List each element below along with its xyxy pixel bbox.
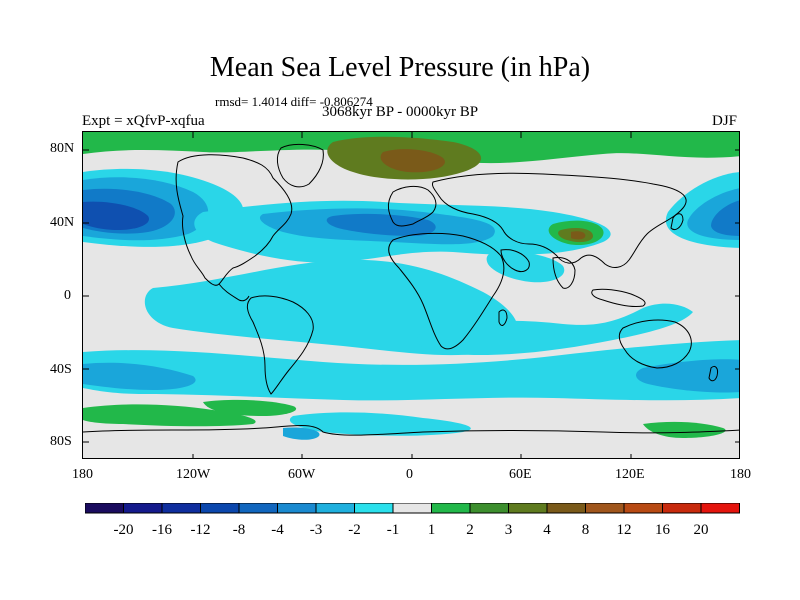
lon-label-120w: 120W bbox=[176, 467, 211, 482]
colorbar-label-14: 16 bbox=[655, 522, 671, 538]
colorbar-label-10: 3 bbox=[505, 522, 513, 538]
colorbar-swatch-8 bbox=[392, 502, 432, 514]
contour-cyan-indian bbox=[417, 303, 693, 356]
lat-label-40n: 40N bbox=[50, 215, 75, 230]
colorbar-label-13: 12 bbox=[617, 522, 632, 538]
coastline-indonesia bbox=[591, 288, 646, 307]
colorbar-swatch-3 bbox=[200, 502, 240, 514]
pressure-map bbox=[82, 131, 740, 459]
contour-midblue-epac bbox=[711, 200, 739, 236]
colorbar-swatch-1 bbox=[123, 502, 163, 514]
contour-cyan-tropics bbox=[144, 259, 518, 356]
coastline-africa bbox=[388, 232, 505, 350]
coastline-arabia bbox=[500, 249, 530, 273]
lon-label-120e: 120E bbox=[615, 467, 645, 482]
colorbar-label-9: 2 bbox=[466, 522, 474, 538]
lon-label-60w: 60W bbox=[288, 467, 316, 482]
contour-lightblue-southern bbox=[83, 362, 196, 390]
lat-label-0: 0 bbox=[64, 288, 71, 303]
lon-label-180w: 180 bbox=[72, 467, 93, 482]
colorbar-swatch-7 bbox=[354, 502, 394, 514]
contour-brown-asia bbox=[571, 231, 586, 240]
map-ticks bbox=[83, 132, 739, 458]
colorbar-label-4: -4 bbox=[271, 522, 284, 538]
coastline-india bbox=[552, 257, 576, 289]
coastline-south-america bbox=[246, 295, 314, 395]
contour-darkblue-npac bbox=[83, 201, 149, 230]
coastline-japan bbox=[670, 213, 684, 231]
colorbar-label-8: 1 bbox=[428, 522, 436, 538]
colorbar-swatch-2 bbox=[161, 502, 201, 514]
coastline-madagascar bbox=[498, 309, 508, 326]
pressure-contours bbox=[83, 132, 739, 440]
lon-label-0: 0 bbox=[406, 467, 413, 482]
coastline-north-america bbox=[175, 154, 293, 286]
lat-label-80n: 80N bbox=[50, 141, 75, 156]
lon-label-180e: 180 bbox=[730, 467, 751, 482]
colorbar-label-6: -2 bbox=[348, 522, 361, 538]
lat-label-40s: 40S bbox=[50, 362, 72, 377]
coastline-australia bbox=[618, 319, 692, 369]
colorbar: -20 -16 -12 -8 -4 -3 -2 -1 1 2 3 4 8 12 16 20 bbox=[84, 502, 745, 548]
colorbar-label-11: 4 bbox=[543, 522, 551, 538]
contour-lightblue-antarctic bbox=[283, 427, 320, 440]
contour-green-antarctic-2 bbox=[203, 399, 297, 416]
coastline-greenland bbox=[276, 143, 324, 188]
colorbar-swatch-10 bbox=[469, 502, 509, 514]
colorbar-swatch-13 bbox=[585, 502, 625, 514]
colorbar-label-5: -3 bbox=[310, 522, 323, 538]
colorbar-swatch-9 bbox=[431, 502, 471, 514]
stats-label: rmsd= 1.4014 diff= -0.806274 bbox=[215, 94, 373, 109]
coastline-asia bbox=[432, 172, 687, 268]
colorbar-label-2: -12 bbox=[191, 522, 211, 538]
colorbar-swatch-0 bbox=[84, 502, 124, 514]
chart-title: Mean Sea Level Pressure (in hPa) bbox=[209, 52, 591, 83]
coastline-new-zealand bbox=[708, 365, 718, 382]
coastline-antarctica bbox=[83, 425, 739, 436]
colorbar-label-12: 8 bbox=[582, 522, 590, 538]
colorbar-label-15: 20 bbox=[694, 522, 709, 538]
colorbar-swatch-11 bbox=[508, 502, 548, 514]
colorbar-swatch-5 bbox=[277, 502, 317, 514]
contour-cyan-pacific-central bbox=[486, 251, 565, 283]
lat-label-80s: 80S bbox=[50, 434, 72, 449]
colorbar-swatch-4 bbox=[238, 502, 278, 514]
coastline-europe bbox=[387, 185, 437, 227]
colorbar-swatch-12 bbox=[546, 502, 586, 514]
contour-cyan-southern bbox=[83, 340, 739, 401]
colorbar-swatch-6 bbox=[315, 502, 355, 514]
colorbar-swatch-15 bbox=[662, 502, 702, 514]
contour-midblue-natl bbox=[326, 213, 436, 236]
contour-green-antarctic-e bbox=[643, 421, 726, 438]
colorbar-label-7: -1 bbox=[387, 522, 400, 538]
colorbar-label-1: -16 bbox=[152, 522, 172, 538]
colorbar-label-3: -8 bbox=[233, 522, 246, 538]
experiment-label: Expt = xQfvP-xqfua bbox=[82, 113, 205, 129]
period-label: 3068kyr BP - 0000kyr BP bbox=[322, 104, 479, 120]
contour-cyan-antarctic bbox=[289, 412, 471, 436]
coastline-central-america bbox=[218, 283, 250, 302]
colorbar-swatch-16 bbox=[700, 502, 740, 514]
contour-brown-arctic bbox=[380, 149, 445, 173]
coastlines bbox=[83, 143, 739, 436]
colorbar-label-0: -20 bbox=[114, 522, 134, 538]
season-label: DJF bbox=[712, 113, 738, 129]
lon-label-60e: 60E bbox=[509, 467, 532, 482]
colorbar-swatch-14 bbox=[623, 502, 663, 514]
contour-green-antarctic bbox=[83, 404, 256, 427]
